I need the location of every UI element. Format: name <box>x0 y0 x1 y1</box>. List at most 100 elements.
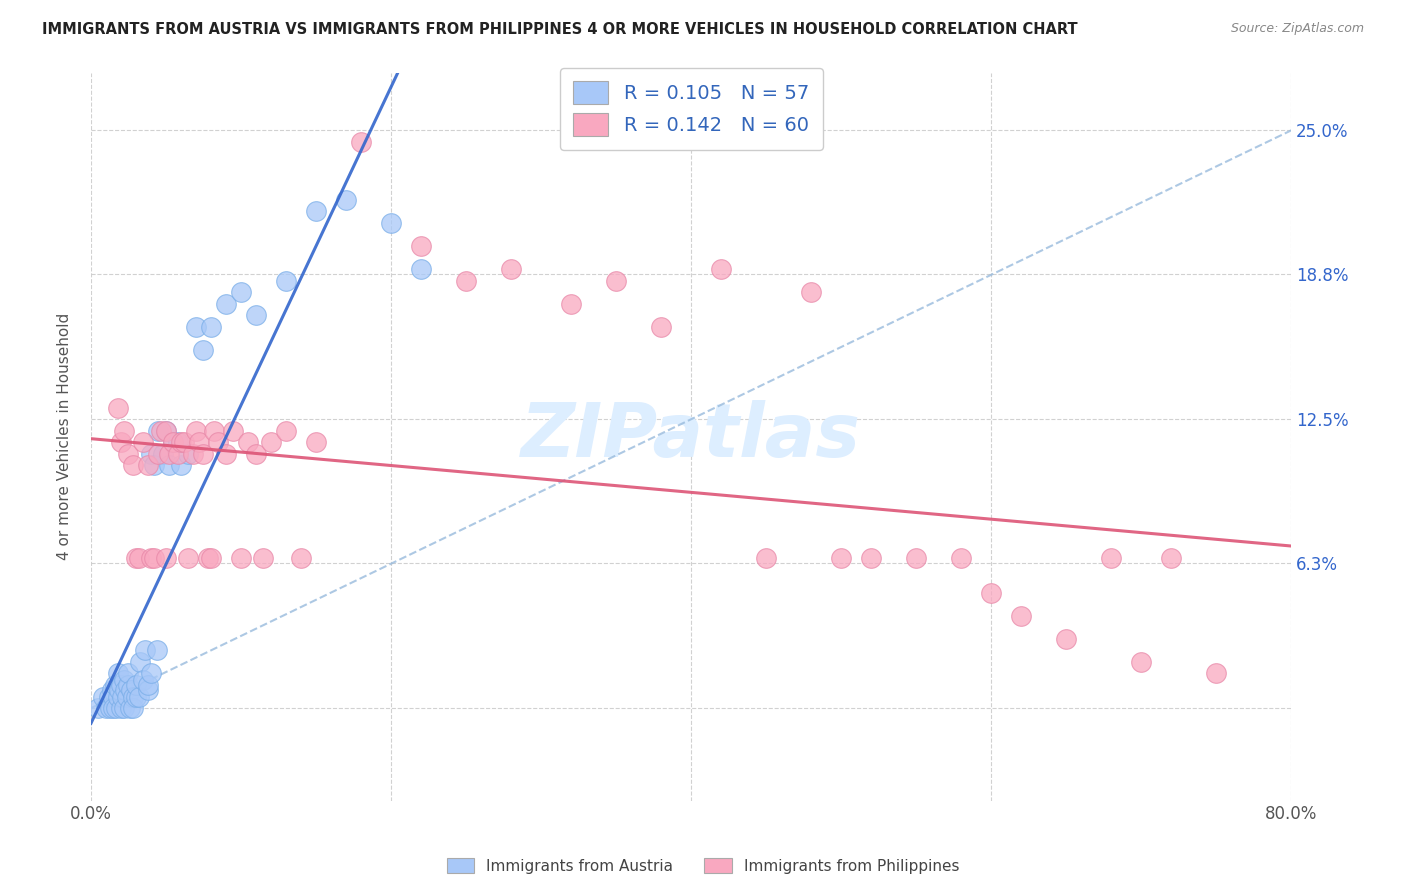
Point <box>94 701 117 715</box>
Point <box>155 424 177 438</box>
Point <box>148 447 170 461</box>
Point <box>115 690 138 704</box>
Point <box>157 458 180 473</box>
Point <box>238 435 260 450</box>
Point <box>177 550 200 565</box>
Point <box>710 262 733 277</box>
Point <box>200 319 222 334</box>
Point <box>136 678 159 692</box>
Point <box>110 435 132 450</box>
Point <box>335 193 357 207</box>
Point <box>1130 655 1153 669</box>
Point <box>1160 550 1182 565</box>
Point <box>170 458 193 473</box>
Point <box>129 655 152 669</box>
Point <box>142 458 165 473</box>
Point <box>181 447 204 461</box>
Point <box>499 262 522 277</box>
Point <box>245 308 267 322</box>
Legend: Immigrants from Austria, Immigrants from Philippines: Immigrants from Austria, Immigrants from… <box>440 852 966 880</box>
Point <box>152 447 174 461</box>
Point <box>200 550 222 565</box>
Point <box>305 204 328 219</box>
Point <box>245 447 267 461</box>
Point <box>755 550 778 565</box>
Point <box>274 274 297 288</box>
Point <box>409 262 432 277</box>
Point <box>114 682 136 697</box>
Point <box>112 673 135 688</box>
Point <box>112 424 135 438</box>
Point <box>155 424 177 438</box>
Point <box>103 701 125 715</box>
Point <box>188 435 211 450</box>
Point <box>120 682 142 697</box>
Point <box>107 690 129 704</box>
Point <box>110 701 132 715</box>
Point <box>118 701 141 715</box>
Point <box>122 458 145 473</box>
Point <box>157 447 180 461</box>
Point <box>139 666 162 681</box>
Point <box>132 673 155 688</box>
Point <box>100 701 122 715</box>
Point <box>905 550 928 565</box>
Legend: R = 0.105   N = 57, R = 0.142   N = 60: R = 0.105 N = 57, R = 0.142 N = 60 <box>560 68 823 150</box>
Point <box>1054 632 1077 646</box>
Point <box>605 274 627 288</box>
Point <box>150 424 173 438</box>
Point <box>202 424 225 438</box>
Point <box>215 447 238 461</box>
Point <box>860 550 883 565</box>
Point <box>1099 550 1122 565</box>
Point <box>167 435 190 450</box>
Point <box>101 682 124 697</box>
Point <box>305 435 328 450</box>
Point <box>87 701 110 715</box>
Point <box>184 319 207 334</box>
Point <box>1205 666 1227 681</box>
Point <box>91 690 114 704</box>
Point <box>125 678 148 692</box>
Point <box>650 319 672 334</box>
Point <box>409 239 432 253</box>
Point <box>162 435 184 450</box>
Point <box>117 447 139 461</box>
Point <box>125 550 148 565</box>
Text: IMMIGRANTS FROM AUSTRIA VS IMMIGRANTS FROM PHILIPPINES 4 OR MORE VEHICLES IN HOU: IMMIGRANTS FROM AUSTRIA VS IMMIGRANTS FR… <box>42 22 1078 37</box>
Point <box>122 701 145 715</box>
Point <box>139 447 162 461</box>
Point <box>134 643 156 657</box>
Point <box>155 550 177 565</box>
Point <box>148 424 170 438</box>
Point <box>950 550 973 565</box>
Point <box>290 550 312 565</box>
Point <box>146 643 169 657</box>
Point <box>193 343 215 357</box>
Point <box>380 216 402 230</box>
Point <box>454 274 477 288</box>
Point <box>167 447 190 461</box>
Point <box>193 447 215 461</box>
Point <box>229 285 252 299</box>
Text: ZIPatlas: ZIPatlas <box>522 401 860 473</box>
Point <box>103 690 125 704</box>
Point <box>104 678 127 692</box>
Point <box>222 424 245 438</box>
Point <box>173 435 195 450</box>
Point <box>800 285 823 299</box>
Point <box>111 690 134 704</box>
Point <box>136 682 159 697</box>
Point <box>107 666 129 681</box>
Point <box>207 435 229 450</box>
Point <box>132 435 155 450</box>
Point <box>260 435 283 450</box>
Point <box>560 296 582 310</box>
Point <box>142 550 165 565</box>
Point <box>162 435 184 450</box>
Point <box>105 701 128 715</box>
Point <box>117 666 139 681</box>
Point <box>125 690 148 704</box>
Point <box>97 690 120 704</box>
Point <box>1010 608 1032 623</box>
